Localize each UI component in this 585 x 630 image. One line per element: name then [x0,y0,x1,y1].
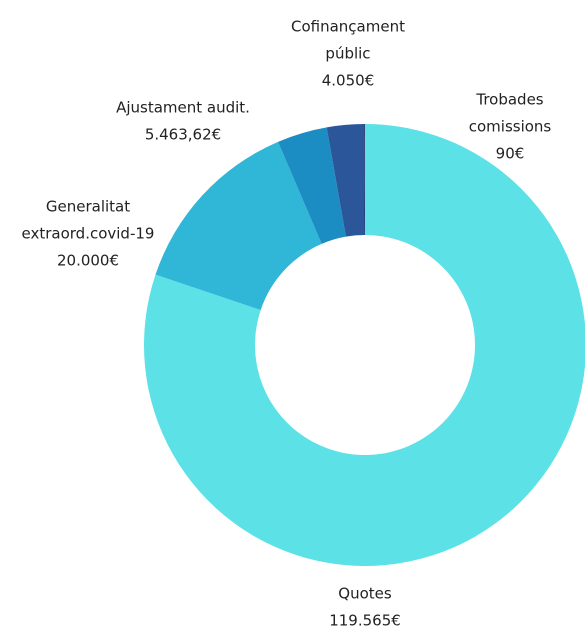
slice-label: comissions [469,118,552,136]
slice-label: públic [325,45,370,63]
slice [155,141,322,310]
slice-label: Generalitat [46,198,130,216]
slice [278,127,346,244]
slice [326,124,365,237]
value-label: 90€ [496,145,525,163]
slice [364,124,365,236]
value-label: 119.565€ [329,612,401,630]
slice-label: Quotes [338,585,392,603]
value-label: 5.463,62€ [145,126,221,144]
slice-label: Trobades [475,91,543,109]
slice-label: Ajustament audit. [116,99,250,117]
slice-label: Cofinançament [291,18,405,36]
value-label: 4.050€ [322,72,375,90]
slice-label: extraord.covid-19 [22,225,155,243]
slice [144,124,585,566]
value-label: 20.000€ [57,252,119,270]
